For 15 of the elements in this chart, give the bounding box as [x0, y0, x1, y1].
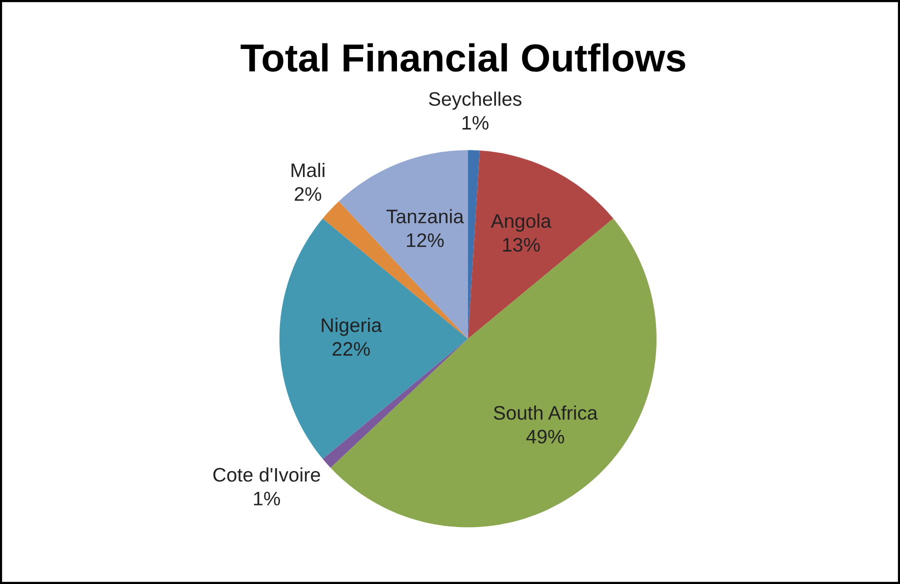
- data-label: 12%: [406, 233, 444, 248]
- data-label: 49%: [526, 430, 564, 444]
- data-label: 13%: [503, 238, 540, 252]
- data-label: 1%: [462, 116, 488, 130]
- data-label: 22%: [332, 342, 370, 356]
- slice-label: Nigeria: [322, 318, 382, 336]
- slice-label: Seychelles: [428, 92, 522, 110]
- chart-title: Total Financial Outflows: [240, 43, 686, 72]
- slice-label: Angola: [490, 214, 552, 232]
- data-label: 2%: [294, 187, 322, 201]
- slice-label: Mali: [292, 162, 324, 178]
- slice-label: South Africa: [494, 405, 598, 420]
- data-label: 1%: [254, 492, 280, 506]
- slice-label: Tanzania: [386, 209, 464, 224]
- slice-label: Cote d'Ivoire: [213, 467, 320, 482]
